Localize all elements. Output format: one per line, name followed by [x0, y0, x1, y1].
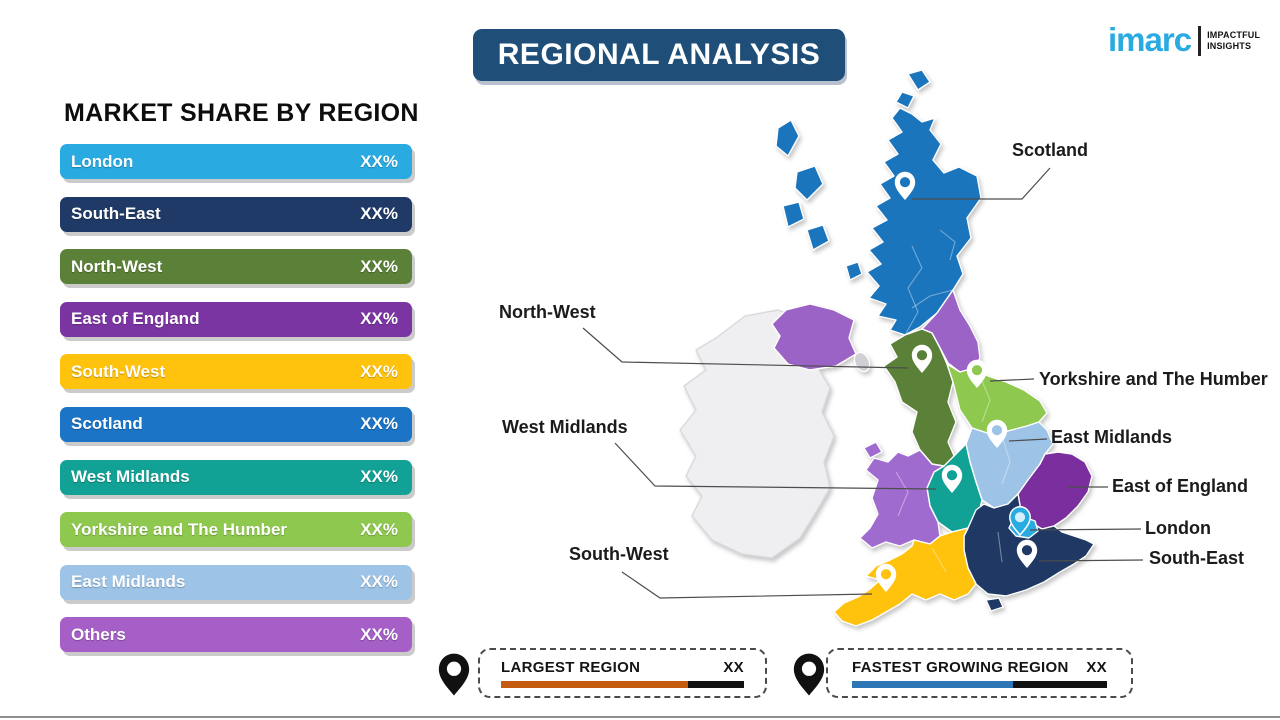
fastest-growing-region-value: XX: [1086, 658, 1107, 676]
map-pin-yorkshire: [966, 359, 988, 388]
largest-region-legend: LARGEST REGION XX: [478, 648, 767, 698]
page-title: REGIONAL ANALYSIS: [497, 38, 821, 71]
share-bar-west-midlands: West Midlands XX%: [60, 459, 412, 495]
fastest-growing-region-bar-track: [852, 680, 1107, 688]
share-bar-east-midlands: East Midlands XX%: [60, 564, 412, 600]
map-scotland-islands: [775, 69, 931, 281]
callout-line-scotland: [912, 167, 1051, 200]
map-pin-west-midlands: [941, 464, 963, 493]
share-bar-yorkshire: Yorkshire and The Humber XX%: [60, 512, 412, 548]
share-bar-scotland: Scotland XX%: [60, 406, 412, 442]
share-bar-others: Others XX%: [60, 617, 412, 653]
map-label-south-west: South-West: [569, 544, 669, 564]
share-bar-south-east: South-East XX%: [60, 196, 412, 232]
map-pin-london: [1009, 506, 1031, 537]
largest-region-value: XX: [723, 658, 744, 676]
map-label-east-midlands: East Midlands: [1051, 427, 1173, 447]
share-bar-label: East Midlands: [71, 572, 186, 592]
imarc-logo: imarc IMPACTFUL INSIGHTS: [1108, 22, 1260, 56]
share-bar-label: London: [71, 151, 134, 171]
share-bar-value: XX%: [360, 204, 398, 224]
share-bar-value: XX%: [360, 467, 398, 487]
callout-line-north-west: [582, 327, 909, 369]
map-label-west-midlands: West Midlands: [502, 417, 628, 437]
share-bar-label: West Midlands: [71, 467, 190, 487]
largest-region-label: LARGEST REGION: [501, 658, 641, 676]
share-bar-value: XX%: [360, 624, 398, 644]
share-bar-label: South-West: [71, 361, 166, 381]
share-bar-value: XX%: [360, 151, 398, 171]
callout-line-yorkshire: [989, 378, 1035, 382]
share-bar-value: XX%: [360, 309, 398, 329]
map-region-scotland: [866, 107, 982, 336]
map-pins: [875, 171, 1038, 592]
callout-line-london: [1029, 528, 1142, 531]
imarc-brand-text: imarc: [1108, 20, 1192, 58]
map-pin-scotland: [894, 171, 916, 200]
share-bar-north-west: North-West XX%: [60, 249, 412, 285]
callout-line-south-west: [621, 571, 873, 599]
fastest-growing-region-pin-icon: [793, 653, 825, 696]
map-pin-east-midlands: [986, 419, 1008, 448]
market-share-heading: MARKET SHARE BY REGION: [64, 99, 419, 127]
share-bar-east-of-england: East of England XX%: [60, 301, 412, 337]
share-bar-value: XX%: [360, 519, 398, 539]
map-label-east-of-england: East of England: [1112, 476, 1249, 496]
map-label-london: London: [1145, 518, 1211, 538]
logo-tagline: IMPACTFUL INSIGHTS: [1207, 30, 1260, 53]
market-share-bar-list: London XX% South-East XX% North-West XX%…: [60, 144, 412, 670]
map-region-wales: [859, 449, 945, 549]
map-region-south-west: [833, 527, 977, 627]
map-region-northern-ireland: [771, 303, 857, 371]
fastest-growing-region-bar-fill: [852, 680, 1013, 688]
share-bar-label: Scotland: [71, 414, 143, 434]
bottom-border-line: [0, 716, 1280, 718]
share-bar-value: XX%: [360, 414, 398, 434]
share-bar-london: London XX%: [60, 144, 412, 179]
callout-line-east-midlands: [1008, 438, 1048, 442]
fastest-growing-region-legend: FASTEST GROWING REGION XX: [826, 648, 1133, 698]
share-bar-label: Yorkshire and The Humber: [71, 519, 288, 539]
map-label-north-west: North-West: [499, 302, 596, 322]
map-anglesey: [863, 441, 883, 459]
share-bar-label: North-West: [71, 256, 163, 276]
largest-region-bar-track: [501, 680, 744, 688]
share-bar-south-west: South-West XX%: [60, 354, 412, 390]
share-bar-label: Others: [71, 624, 126, 644]
map-label-south-east: South-East: [1149, 548, 1245, 568]
map-callout-lines: [582, 167, 1144, 599]
title-banner: REGIONAL ANALYSIS: [473, 29, 845, 81]
map-label-scotland: Scotland: [1012, 140, 1089, 160]
share-bar-label: South-East: [71, 204, 161, 224]
fastest-growing-region-label: FASTEST GROWING REGION: [852, 658, 1069, 676]
map-pin-south-east: [1016, 539, 1038, 568]
map-inner-borders: [895, 229, 1011, 573]
largest-region-pin-icon: [438, 653, 470, 696]
logo-tagline-line2: INSIGHTS: [1207, 41, 1252, 51]
map-region-ireland: [679, 309, 835, 559]
callout-line-south-east: [1038, 559, 1144, 562]
map-isle-of-wight: [985, 597, 1004, 612]
logo-divider: [1198, 26, 1202, 56]
map-pin-north-west: [911, 344, 933, 373]
share-bar-value: XX%: [360, 256, 398, 276]
map-label-yorkshire: Yorkshire and The Humber: [1039, 369, 1268, 389]
logo-tagline-line1: IMPACTFUL: [1207, 29, 1261, 40]
largest-region-bar-fill: [501, 680, 689, 688]
map-pin-south-west: [875, 563, 897, 592]
share-bar-value: XX%: [360, 572, 398, 592]
share-bar-value: XX%: [360, 361, 398, 381]
share-bar-label: East of England: [71, 309, 200, 329]
callout-line-west-midlands: [614, 442, 937, 490]
